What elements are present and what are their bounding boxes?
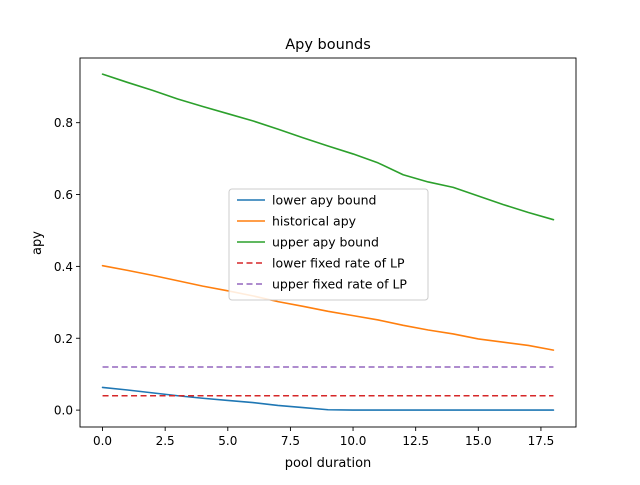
legend-label: upper fixed rate of LP bbox=[272, 277, 407, 292]
chart-title: Apy bounds bbox=[285, 37, 371, 53]
x-tick-label: 12.5 bbox=[402, 434, 429, 448]
legend-label: lower apy bound bbox=[272, 193, 376, 208]
legend: lower apy bound historical apy upper apy b… bbox=[228, 188, 429, 301]
legend-label: historical apy bbox=[272, 214, 357, 229]
x-tick-label: 2.5 bbox=[156, 434, 175, 448]
legend-label: upper apy bound bbox=[272, 235, 379, 250]
y-tick-label: 0.8 bbox=[54, 116, 73, 130]
x-tick-label: 17.5 bbox=[528, 434, 555, 448]
x-axis-ticks: 0.0 2.5 5.0 7.5 10.0 12.5 15.0 17.5 bbox=[93, 427, 554, 448]
y-tick-label: 0.2 bbox=[54, 332, 73, 346]
y-tick-label: 0.4 bbox=[54, 260, 73, 274]
x-tick-label: 7.5 bbox=[281, 434, 300, 448]
series-line-2 bbox=[101, 264, 555, 351]
legend-label: lower fixed rate of LP bbox=[272, 256, 405, 271]
x-tick-label: 0.0 bbox=[93, 434, 112, 448]
x-tick-label: 15.0 bbox=[465, 434, 492, 448]
legend-box bbox=[228, 188, 429, 301]
x-tick-label: 5.0 bbox=[218, 434, 237, 448]
series-line-1 bbox=[101, 386, 555, 411]
y-axis-label: apy bbox=[30, 231, 45, 255]
y-axis-ticks: 0.0 0.2 0.4 0.6 0.8 bbox=[54, 116, 80, 418]
plot-frame bbox=[79, 57, 577, 428]
y-tick-label: 0.6 bbox=[54, 188, 73, 202]
x-tick-label: 10.0 bbox=[340, 434, 367, 448]
x-axis-label: pool duration bbox=[285, 456, 372, 471]
y-tick-label: 0.0 bbox=[54, 404, 73, 418]
series-line-3 bbox=[101, 73, 555, 221]
